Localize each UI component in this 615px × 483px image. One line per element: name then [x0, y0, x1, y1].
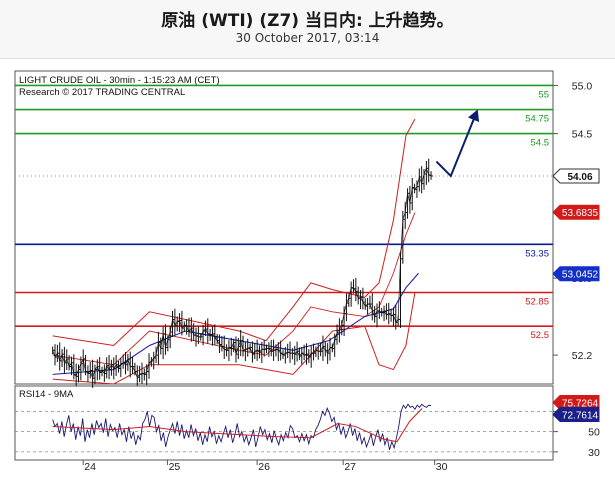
projection-arrow: [435, 114, 477, 178]
moving-average: [52, 272, 419, 375]
bollinger-mid: [52, 212, 416, 366]
x-tick-label: 27: [344, 461, 356, 473]
level-label: 53.35: [525, 248, 549, 259]
rsi-plot-frame: [14, 385, 554, 461]
price-badge-label: 53.0452: [562, 270, 599, 281]
x-tick-label: 26: [258, 461, 270, 473]
level-label: 54.75: [525, 114, 549, 125]
projection-arrow-head: [467, 109, 480, 122]
rsi-badge: [552, 407, 600, 423]
price-badge-label: 54.06: [567, 172, 592, 183]
rsi-badge-label: 75.7264: [562, 399, 599, 410]
page-title: 原油 (WTI) (Z7) 当日内: 上升趋势。: [161, 11, 454, 31]
price-badge: [552, 204, 600, 220]
rsi-y-tick-label: 50: [588, 427, 600, 439]
header: 原油 (WTI) (Z7) 当日内: 上升趋势。 30 October 2017…: [0, 0, 615, 59]
chart-subtitle: Research © 2017 TRADING CENTRAL: [19, 87, 185, 98]
x-tick-label: 30: [436, 461, 448, 473]
level-label: 52.5: [531, 330, 550, 341]
rsi-line: [52, 403, 432, 450]
main-plot-frame: [14, 70, 554, 385]
price-line: [52, 167, 432, 380]
page-subtitle: 30 October 2017, 03:14: [235, 31, 380, 45]
bollinger-upper: [52, 118, 416, 347]
price-badge: [552, 266, 600, 282]
rsi-badge-label: 72.7614: [562, 411, 599, 422]
y-tick-label: 55.0: [572, 80, 593, 92]
rsi-ma-line: [52, 408, 423, 443]
x-tick-label: 24: [84, 461, 96, 473]
y-tick-label: 52.2: [572, 350, 593, 362]
price-badge-label: 53.6835: [562, 208, 599, 219]
level-label: 52.85: [525, 297, 549, 308]
y-tick-label: 54.5: [572, 129, 593, 141]
price-badge: [552, 168, 600, 184]
level-label: 54.5: [531, 138, 550, 149]
level-label: 55: [538, 89, 549, 100]
rsi-y-tick-label: 30: [588, 447, 600, 459]
chart-title: LIGHT CRUDE OIL - 30min - 1:15:23 AM (CE…: [19, 75, 220, 86]
rsi-title: RSI14 - 9MA: [19, 389, 74, 400]
x-tick-label: 25: [169, 461, 181, 473]
